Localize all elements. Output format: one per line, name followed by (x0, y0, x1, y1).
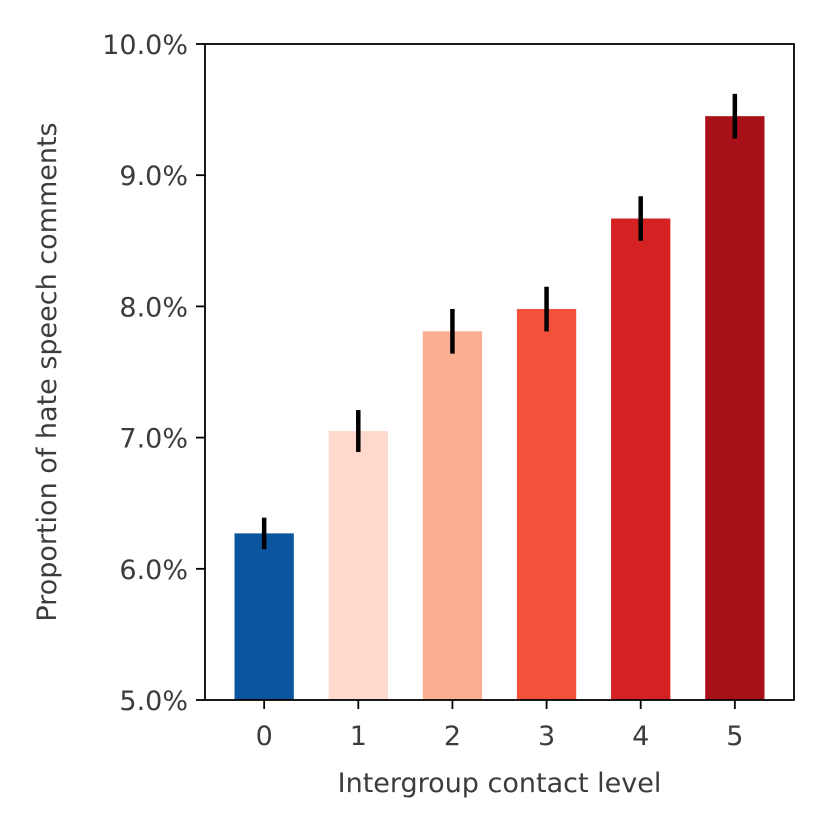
bar-0 (234, 533, 294, 700)
y-tick-label: 5.0% (119, 686, 188, 717)
y-axis-label: Proportion of hate speech comments (32, 122, 63, 621)
y-axis-ticks: 5.0% 6.0% 7.0% 8.0% 9.0% 10.0% (102, 30, 205, 717)
bar-3 (516, 309, 577, 700)
bar-5 (705, 116, 765, 700)
x-tick-label: 3 (538, 721, 555, 752)
bar-2 (422, 331, 483, 700)
x-tick-label: 5 (726, 721, 743, 752)
error-bars-layer (261, 93, 738, 550)
x-tick-label: 2 (444, 721, 461, 752)
x-tick-label: 4 (632, 721, 649, 752)
y-tick-label: 6.0% (119, 555, 188, 586)
y-tick-label: 8.0% (119, 292, 188, 323)
bar-1 (328, 431, 388, 700)
x-axis-label: Intergroup contact level (338, 768, 662, 799)
plot-frame (204, 43, 795, 701)
x-axis-ticks: 0 1 2 3 4 5 (256, 700, 743, 752)
y-tick-label: 9.0% (119, 161, 188, 192)
x-tick-label: 1 (350, 721, 367, 752)
bar-4 (611, 218, 671, 700)
y-tick-label: 7.0% (119, 424, 188, 455)
bars-layer (234, 116, 765, 700)
x-tick-label: 0 (256, 721, 273, 752)
y-tick-label: 10.0% (102, 30, 188, 61)
